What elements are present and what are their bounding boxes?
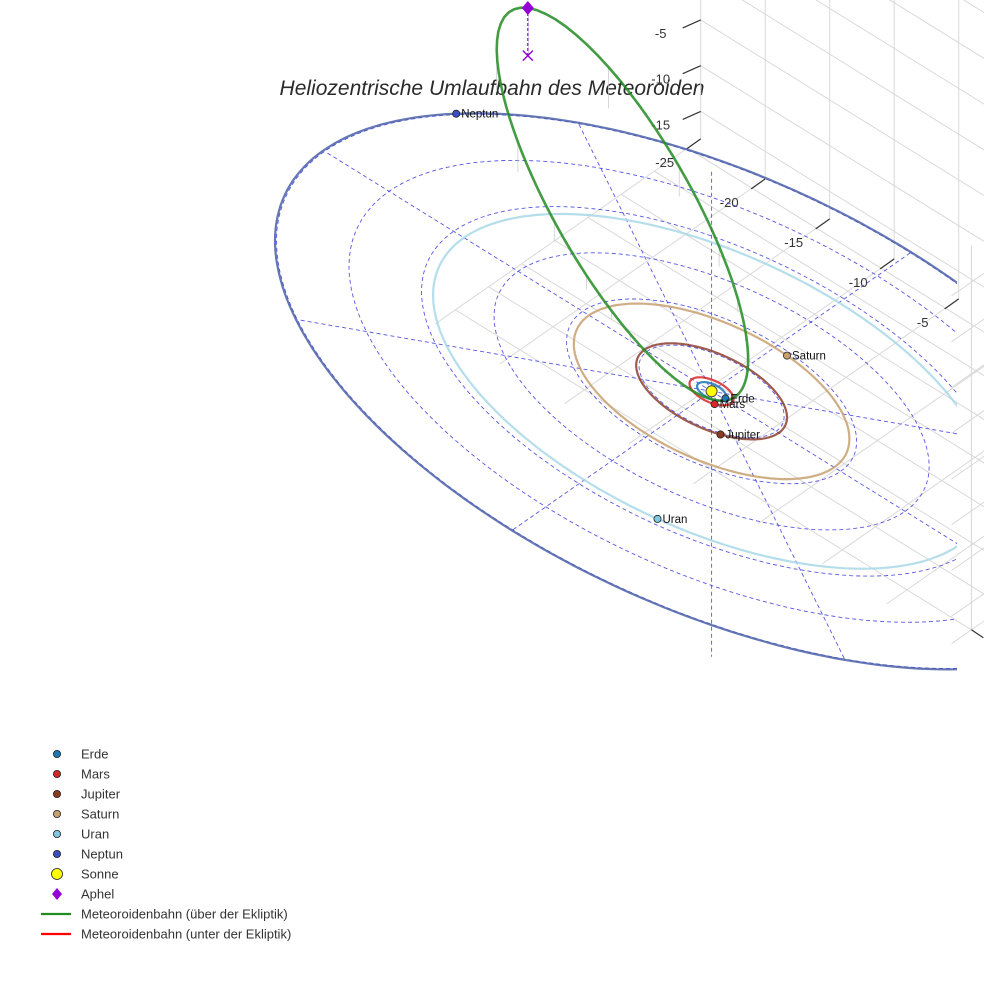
tick-label-x: -25 (655, 155, 674, 170)
legend-circle-swatch (53, 750, 62, 759)
grid-line-x (757, 365, 984, 525)
legend: Erde Mars Jupiter Saturn Uran Neptun Sonne Aphe… (41, 747, 291, 942)
tick-mark-x (686, 138, 702, 150)
planet-marker-neptun (452, 109, 461, 118)
legend-item: Neptun (53, 847, 123, 862)
legend-item: Uran (53, 827, 109, 842)
ecliptic-grid-radial (324, 150, 712, 392)
grid-line-z (951, 272, 984, 297)
legend-circle-swatch (53, 830, 62, 839)
planet-label-jupiter: Jupiter (726, 430, 761, 442)
planet-marker-mars (710, 400, 719, 409)
legend-label: Sonne (81, 867, 119, 882)
tick-mark-z (682, 19, 701, 29)
orbit-neptun (273, 112, 957, 671)
legend-label: Erde (81, 747, 108, 762)
legend-label: Mars (81, 767, 110, 782)
tick-mark-z (682, 65, 701, 75)
ecliptic-grid-radial (711, 390, 957, 435)
grid-line-y (587, 216, 984, 464)
tick-label-x: -15 (784, 235, 803, 250)
grid-line-x (499, 0, 766, 365)
legend-circle-swatch (53, 810, 62, 819)
tick-mark-x (944, 298, 960, 310)
ecliptic-grid-circle (276, 113, 957, 669)
legend-item: Saturn (53, 807, 119, 822)
ecliptic-grid-radial (512, 390, 712, 531)
tick-label-x: -5 (917, 315, 929, 330)
grid-line-y (554, 240, 984, 508)
grid-line-y (654, 170, 984, 377)
meteoroid-orbit-above (495, 6, 750, 403)
tick-mark-x (815, 218, 831, 230)
grid-line-x (886, 535, 984, 605)
planet-label-neptun: Neptun (461, 109, 498, 121)
ecliptic-grid-radial (297, 319, 712, 392)
legend-label: Uran (81, 827, 109, 842)
ecliptic-grid-radial (711, 390, 957, 545)
legend-item: Meteoroidenbahn (über der Ekliptik) (41, 907, 288, 922)
grid-line-z (700, 110, 984, 617)
legend-circle-swatch (53, 790, 62, 799)
planet-label-saturn: Saturn (792, 351, 826, 363)
planet-marker-saturn (783, 351, 792, 360)
planet-label-uran: Uran (663, 514, 688, 526)
legend-circle-swatch (51, 868, 63, 880)
grid-line-z (741, 0, 984, 480)
legend-label: Meteoroidenbahn (über der Ekliptik) (81, 907, 288, 922)
grid-line-y (488, 286, 984, 595)
planet-marker-jupiter (716, 430, 725, 439)
tick-mark-x (879, 258, 895, 270)
grid-line-y (455, 245, 972, 631)
grid-line-y (687, 147, 984, 333)
tick-label-z: -10 (651, 72, 670, 87)
ecliptic-grid-circle (566, 298, 858, 485)
tick-mark-y (971, 629, 984, 639)
legend-label: Saturn (81, 807, 119, 822)
grid-line-z (951, 0, 984, 343)
ecliptic-grid-radial (711, 391, 846, 660)
tick-label-x: -20 (720, 195, 739, 210)
aphelion-projection-marker (522, 50, 534, 62)
tick-label-z: -5 (655, 26, 667, 41)
tick-label-x: -10 (849, 275, 868, 290)
axis-tick-labels: -15-10-505101520-25-20-15-10-50510151015… (651, 19, 984, 639)
grid-line-y (521, 263, 984, 551)
grid-line-z (815, 0, 984, 434)
aphelion-marker (521, 1, 534, 16)
orbit-saturn (572, 302, 851, 481)
legend-diamond-swatch (52, 888, 62, 900)
planet-marker-uran (653, 514, 662, 523)
ecliptic-grid-radial (578, 123, 713, 392)
tick-mark-z (682, 110, 701, 120)
legend-item: Meteoroidenbahn (unter der Ekliptik) (41, 927, 291, 942)
tick-mark-x (750, 178, 766, 190)
legend-circle-swatch (53, 850, 62, 859)
legend-label: Meteoroidenbahn (unter der Ekliptik) (81, 927, 291, 942)
grid-line-y (620, 193, 984, 420)
ecliptic-grid-circle (421, 206, 957, 577)
grid-line-x (951, 620, 984, 645)
orbit-uran (431, 212, 957, 570)
legend-item: Sonne (51, 867, 119, 882)
legend-item: Mars (53, 767, 110, 782)
legend-label: Jupiter (81, 787, 121, 802)
legend-item: Erde (53, 747, 108, 762)
grid-line-z (700, 65, 984, 571)
legend-circle-swatch (53, 770, 62, 779)
legend-label: Aphel (81, 887, 114, 902)
ecliptic-grid-radial (711, 252, 911, 392)
legend-label: Neptun (81, 847, 123, 862)
planet-label-erde: Erde (730, 393, 754, 405)
legend-item: Jupiter (53, 787, 121, 802)
planet-label-mars: Mars (720, 399, 746, 411)
legend-item: Aphel (52, 887, 114, 902)
grid-line-z (700, 19, 984, 526)
planet-marker-erde (721, 394, 730, 403)
chart-title: Heliozentrische Umlaufbahn des Meteoroid… (280, 77, 705, 100)
grid-line-x (822, 450, 984, 565)
sun-marker (705, 385, 718, 398)
